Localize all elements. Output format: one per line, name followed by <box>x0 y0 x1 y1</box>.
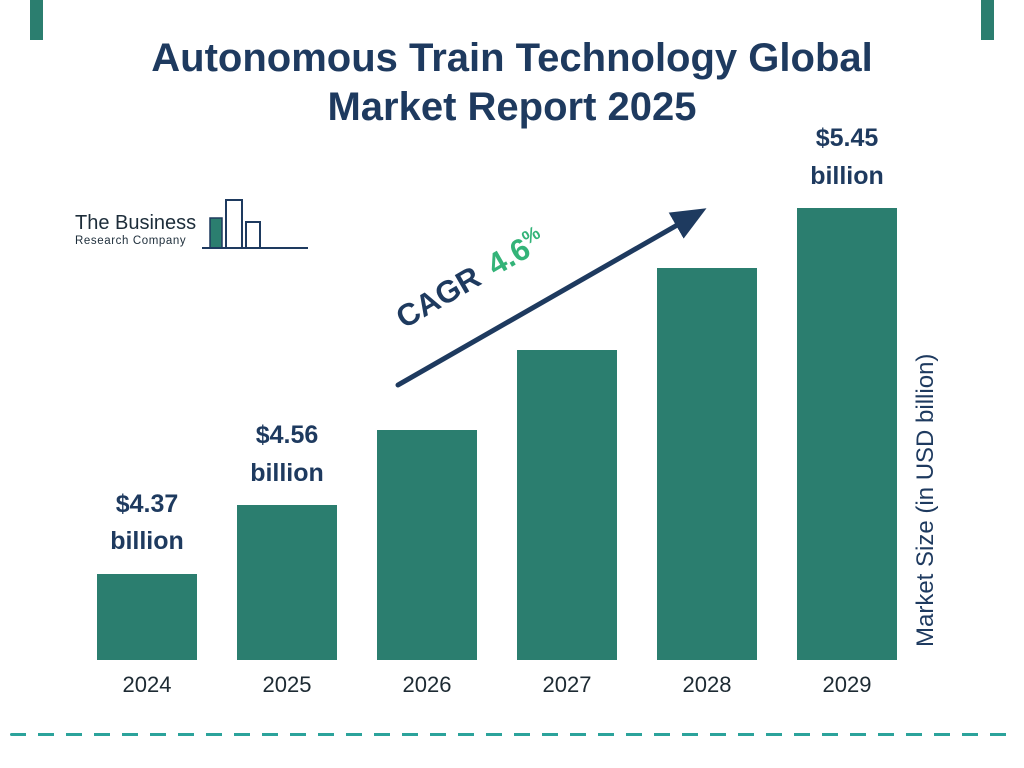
page-title-line1: Autonomous Train Technology Global <box>151 36 873 80</box>
bar-2024 <box>97 573 197 660</box>
x-tick-2028: 2028 <box>682 672 732 697</box>
value-label-2025: $4.56 billion <box>250 421 324 487</box>
page-title-line2: Market Report 2025 <box>327 84 697 129</box>
bar-2025 <box>237 505 337 660</box>
bar-chart: $4.37 billion 2024 $4.56 billion 2025 20… <box>97 120 897 698</box>
x-tick-2029: 2029 <box>822 672 872 697</box>
bar-2028 <box>657 267 757 660</box>
company-logo: The Business Research Company <box>75 196 310 260</box>
x-tick-2027: 2027 <box>542 672 592 697</box>
top-left-corner-decoration <box>30 0 43 40</box>
bar-2027 <box>517 350 617 660</box>
top-right-corner-decoration <box>981 0 994 40</box>
bottom-dashed-divider <box>10 733 1014 736</box>
logo-name: The Business <box>75 212 197 234</box>
bar-column-2029: $5.45 billion 2029 <box>797 120 897 698</box>
x-tick-2025: 2025 <box>262 672 312 697</box>
logo-subname: Research Company <box>75 235 187 247</box>
page-title: Autonomous Train Technology Global Marke… <box>0 34 1024 132</box>
bar-column-2028: 2028 <box>657 120 757 698</box>
bar-chart-logo-icon <box>202 199 309 249</box>
bar-column-2025: $4.56 billion 2025 <box>237 120 337 698</box>
bar-2029 <box>797 208 897 660</box>
company-logo-text: The Business Research Company <box>75 196 196 247</box>
y-axis-label: Market Size (in USD billion) <box>912 353 939 647</box>
value-label-2024: $4.37 billion <box>110 489 184 556</box>
x-tick-2024: 2024 <box>122 672 172 697</box>
bar-column-2027: 2027 <box>517 120 617 698</box>
bar-2026 <box>377 429 477 660</box>
bar-column-2026: 2026 <box>377 120 477 698</box>
value-label-2029: $5.45 billion <box>810 124 884 190</box>
x-tick-2026: 2026 <box>402 672 452 697</box>
bar-column-2024: $4.37 billion 2024 <box>97 120 197 698</box>
